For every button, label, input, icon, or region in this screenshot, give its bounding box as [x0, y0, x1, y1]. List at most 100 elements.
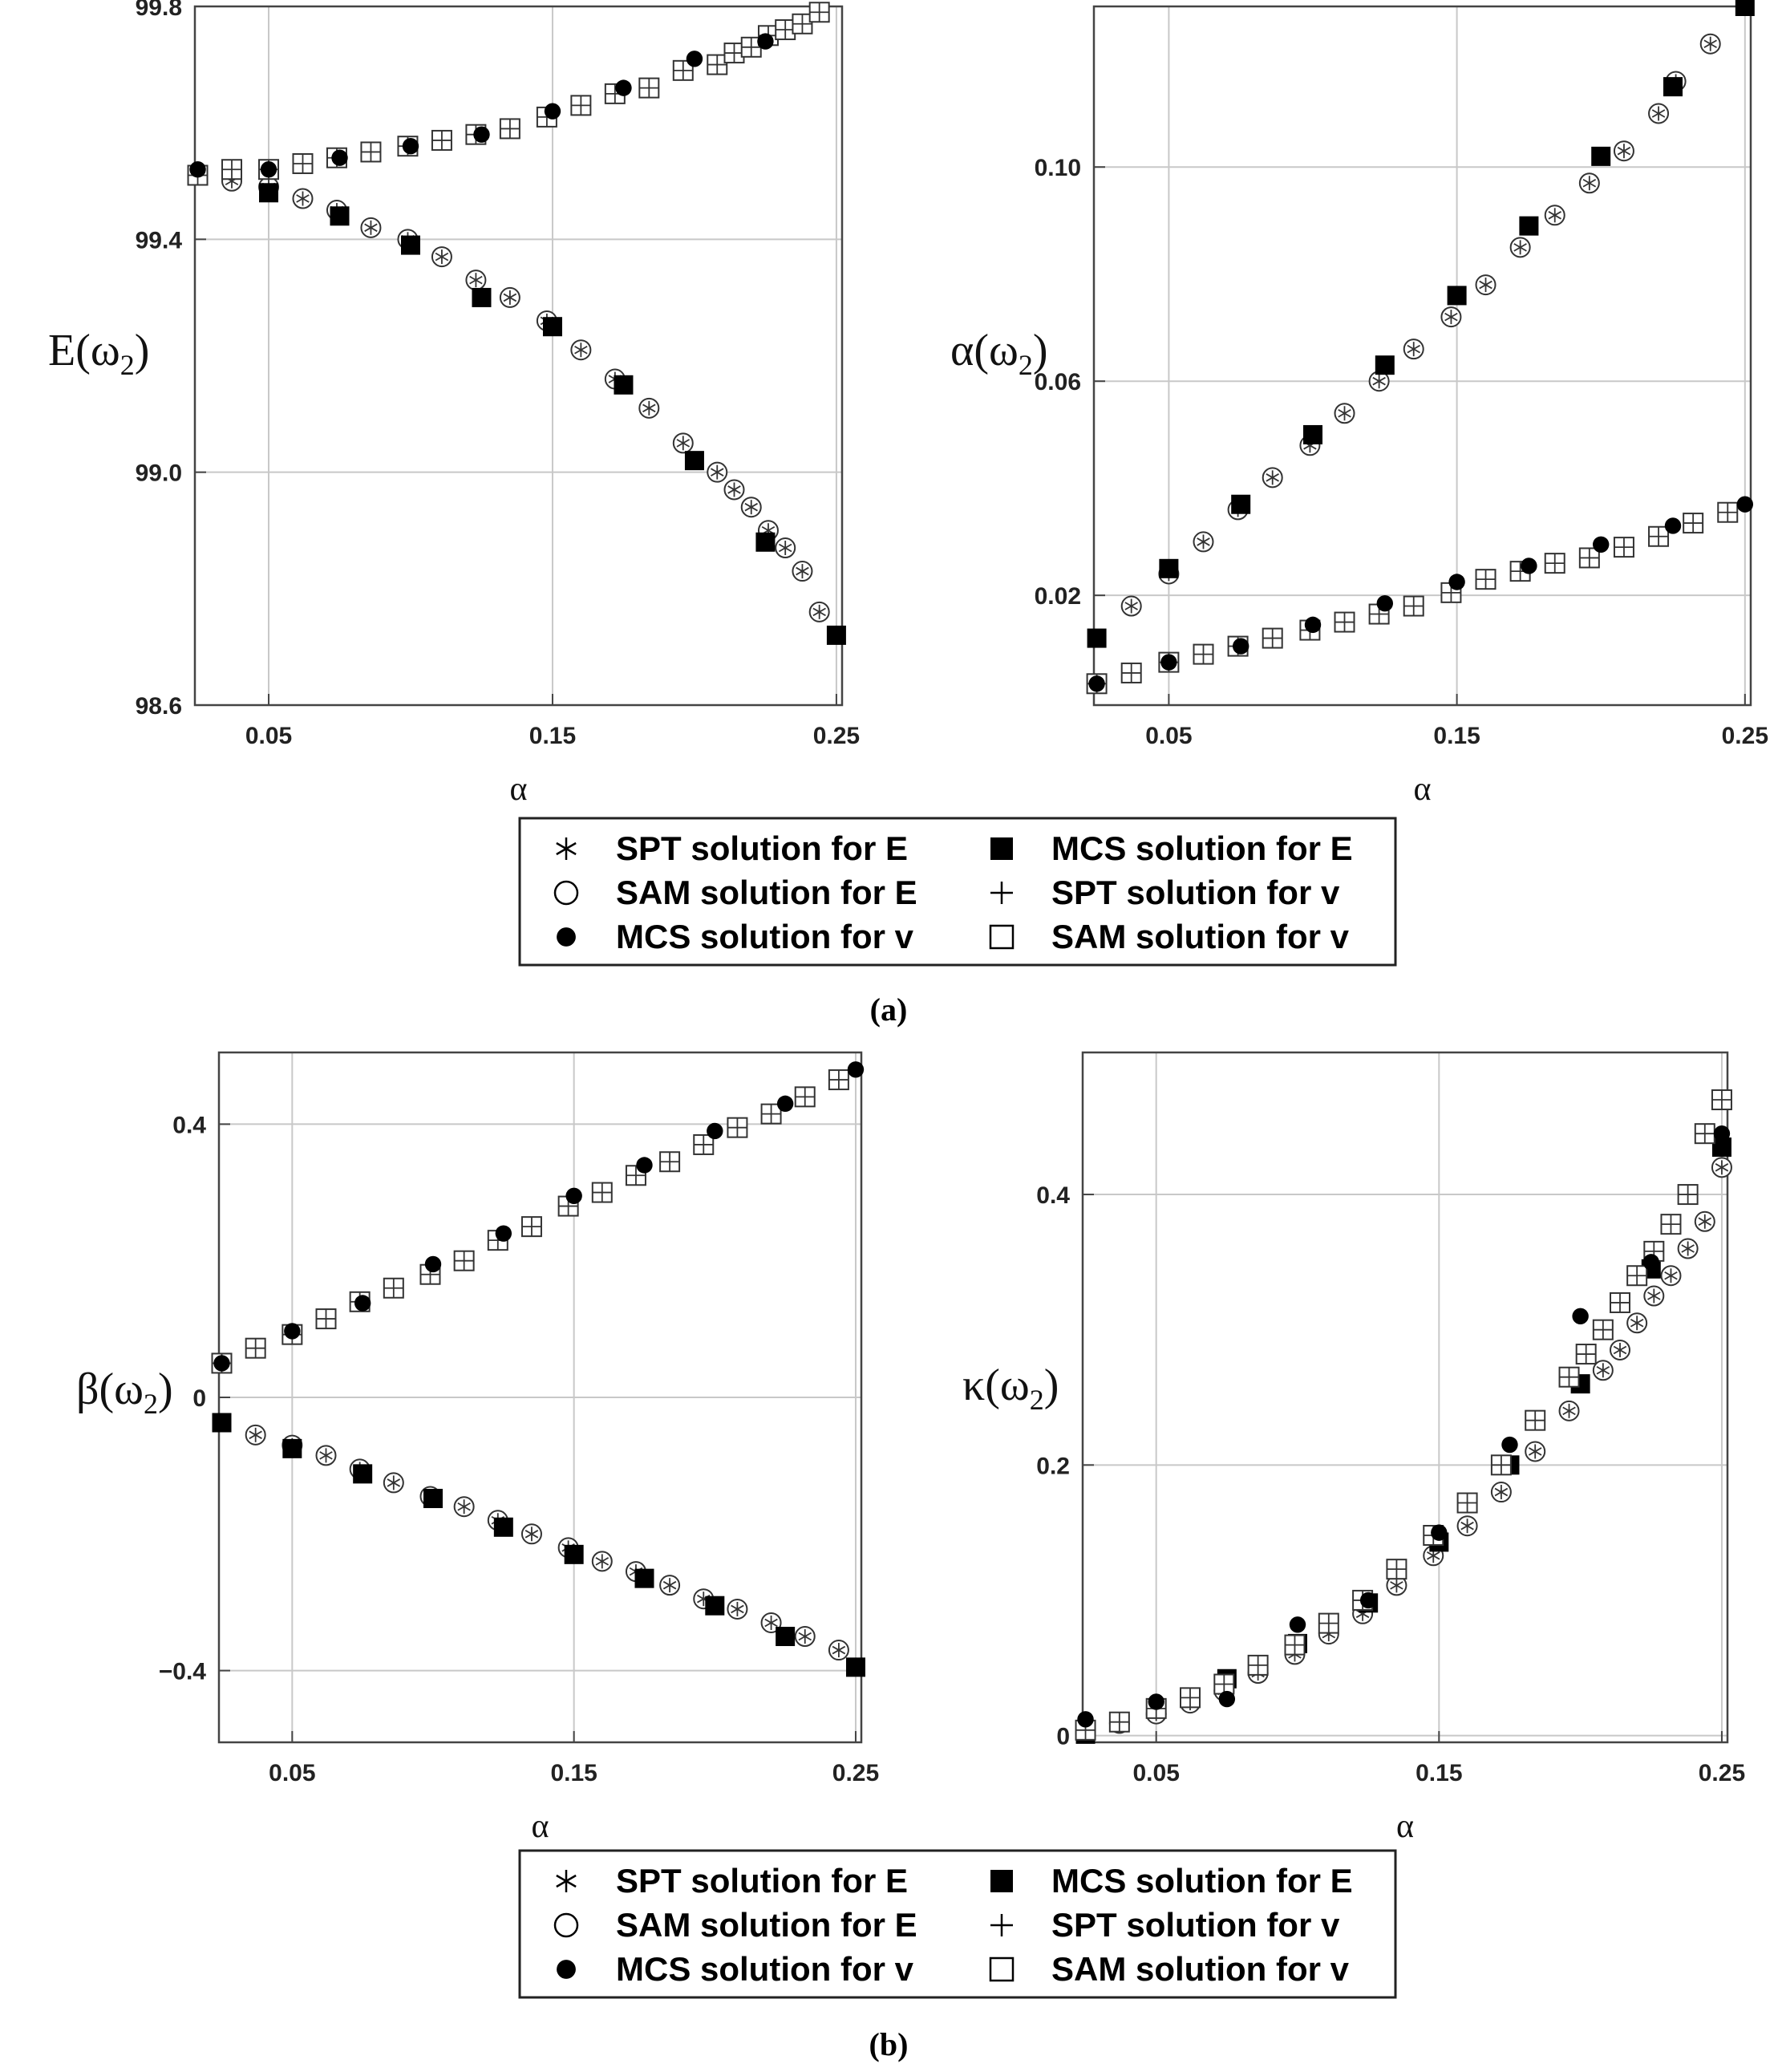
data-point: [740, 497, 762, 518]
data-point: [1247, 1654, 1269, 1676]
legend-label: MCS solution for v: [616, 918, 914, 955]
data-point: [1694, 1210, 1715, 1232]
y-tick-label: 0.02: [1035, 583, 1081, 610]
data-point: [1677, 1238, 1699, 1259]
data-point: [292, 152, 314, 174]
data-point: [1610, 1339, 1630, 1360]
data-point: [542, 317, 562, 337]
data-point: [1648, 103, 1670, 124]
legend-marker-circle: [553, 1912, 579, 1938]
data-point: [693, 1133, 715, 1155]
y-tick-label: 0: [1056, 1724, 1070, 1750]
caption-b: (b): [869, 2026, 909, 2062]
series-filled-circle: [1077, 1125, 1731, 1728]
data-point: [1558, 1366, 1580, 1388]
data-point: [292, 188, 314, 209]
series-filled-square: [1087, 0, 1755, 648]
data-point: [707, 1122, 723, 1140]
data-point: [1359, 1592, 1377, 1609]
data-point: [1304, 616, 1322, 634]
data-point: [495, 1225, 512, 1242]
data-point: [1375, 355, 1395, 375]
data-point: [776, 1095, 794, 1113]
data-point: [775, 19, 796, 41]
data-point: [1663, 77, 1683, 97]
data-point: [1643, 1285, 1665, 1307]
data-point: [1525, 1441, 1546, 1462]
data-point: [1120, 662, 1142, 683]
data-point: [565, 1187, 582, 1205]
data-point: [1501, 1436, 1518, 1454]
data-point: [1456, 1492, 1478, 1514]
data-point: [707, 54, 728, 75]
legend-label: SPT solution for E: [616, 829, 908, 867]
y-tick-label: 99.4: [136, 227, 183, 253]
data-point: [1592, 1360, 1614, 1381]
data-point: [1519, 216, 1539, 236]
data-point: [282, 1438, 302, 1458]
caption-a: (a): [870, 991, 908, 1028]
data-point: [189, 161, 206, 178]
plot-area: [1083, 1052, 1727, 1742]
data-point: [755, 532, 776, 552]
series-filled-circle: [213, 1061, 865, 1372]
data-point: [1456, 1515, 1478, 1537]
y-axis-label: α(ω2): [950, 326, 1048, 381]
y-tick-label: −0.4: [159, 1659, 207, 1685]
y-tick-label: 0.10: [1035, 155, 1081, 181]
data-point: [1077, 1711, 1094, 1728]
data-point: [723, 479, 745, 501]
data-point: [591, 1182, 613, 1203]
data-point: [424, 1255, 442, 1273]
y-tick-label: 0.4: [172, 1112, 206, 1138]
data-point: [1699, 33, 1721, 55]
data-point: [1403, 339, 1424, 360]
data-point: [634, 1568, 654, 1588]
data-point: [1262, 467, 1283, 489]
legend-marker-square: [989, 924, 1015, 950]
data-point: [615, 79, 632, 96]
plot-area: [195, 6, 842, 705]
data-point: [1180, 1687, 1201, 1709]
y-tick-label: 98.6: [136, 693, 182, 720]
data-point: [1578, 547, 1600, 569]
data-point: [1368, 371, 1390, 392]
y-axis-label: E(ω2): [48, 326, 149, 381]
data-point: [1159, 558, 1179, 578]
data-point: [636, 1157, 653, 1174]
data-point: [315, 1308, 337, 1330]
data-point: [383, 1277, 404, 1299]
data-point: [1403, 595, 1424, 617]
data-point: [1193, 643, 1214, 665]
data-point: [723, 43, 745, 64]
data-point: [1694, 1123, 1715, 1145]
legend-label: SAM solution for v: [1051, 918, 1350, 955]
data-point: [493, 1517, 513, 1537]
legend-marker-plus: [990, 882, 1013, 904]
data-point: [792, 13, 813, 34]
data-point: [431, 246, 452, 268]
legend-marker-filled-circle: [557, 1960, 576, 1979]
x-tick-label: 0.05: [245, 723, 292, 749]
data-point: [259, 183, 279, 203]
data-point: [727, 1598, 748, 1620]
data-point: [794, 1626, 816, 1648]
x-tick-label: 0.05: [269, 1760, 315, 1786]
x-tick-label: 0.15: [550, 1760, 597, 1786]
data-point: [1713, 1125, 1731, 1142]
data-point: [1284, 1634, 1306, 1656]
y-axis-label: β(ω2): [76, 1364, 173, 1420]
data-point: [591, 1551, 613, 1572]
data-point: [740, 36, 762, 58]
legend-label: SAM solution for v: [1051, 1950, 1350, 1988]
data-point: [1592, 1319, 1614, 1340]
legend-box: [518, 1849, 1397, 1999]
data-point: [1591, 146, 1611, 166]
data-point: [828, 1069, 849, 1091]
data-point: [1521, 558, 1537, 574]
legend-marker-star: [556, 837, 577, 860]
data-point: [570, 95, 592, 116]
chart-b-left: 0.05 0.15 0.25 −0.4 0 0.4 α β(ω2): [76, 1051, 879, 1845]
x-tick-label: 0.25: [1699, 1760, 1745, 1786]
